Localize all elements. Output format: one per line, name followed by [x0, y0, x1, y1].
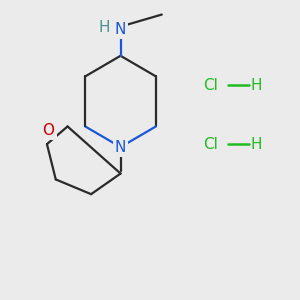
Text: H: H: [250, 136, 262, 152]
Text: Cl: Cl: [203, 78, 218, 93]
Text: O: O: [42, 123, 54, 138]
Text: Cl: Cl: [203, 136, 218, 152]
Text: H: H: [99, 20, 110, 35]
Text: N: N: [115, 140, 126, 154]
Text: H: H: [250, 78, 262, 93]
Text: N: N: [115, 22, 126, 37]
